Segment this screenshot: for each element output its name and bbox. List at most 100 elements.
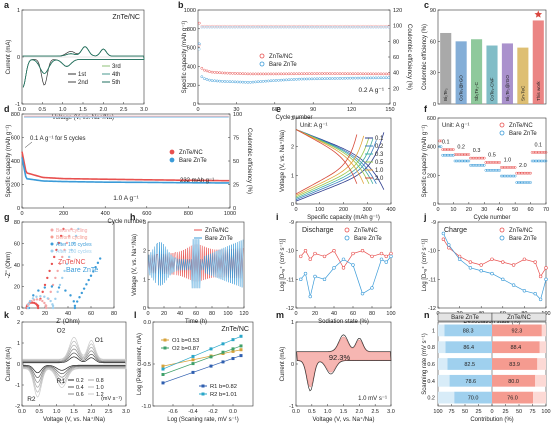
x-tick-label: 1.0 [324,409,332,415]
ce-point [277,25,280,29]
voltage-trace [147,239,244,289]
capacity-point [274,72,278,76]
ce-point [228,24,232,28]
capacity-point [323,77,327,80]
y-axis-label: Log (Peak current, mA) [137,333,143,395]
rate-point [524,171,528,175]
y-tick-label: 1 [17,341,20,347]
ce-point [315,25,319,29]
x-tick-label: 40 [65,311,71,317]
diffusion-point [522,257,527,261]
ce-point [197,47,201,51]
diffusion-point [303,248,308,253]
capacity-point [290,78,293,81]
capacity-point [382,72,385,76]
capacity-point [246,80,250,84]
rate-label: 2.0 [519,163,527,169]
capacitive-bar [492,358,538,370]
x-tick-label: -0.4 [188,409,197,415]
capacity-point [297,77,301,81]
bar-value: 88.4 [511,345,522,351]
x-tick-label: 0.5 [39,107,47,113]
rate-point [510,166,514,169]
ce-point [348,24,352,28]
capacity-point [290,72,293,76]
charge-curve [295,137,370,198]
bar [471,39,483,104]
capacity-point [348,72,352,76]
panel-e: e 0 100 200 300 400 0 1 2 3 Specific capacity (mAh… [276,104,396,221]
bar-value: 92.3 [512,328,523,334]
capacity-point [269,72,273,76]
bar-value: 78.6 [465,379,476,385]
capacity-point [254,72,257,76]
ce-point [320,24,324,28]
legend-label: ZnTe/NC [269,54,293,60]
x-tick-label: 0 [196,107,199,113]
capacity-point [377,72,380,76]
legend-label: ZnTe/NC [354,228,378,234]
data-point [231,347,235,351]
x-tick-label: 3.0 [387,409,395,415]
y-axis-label: Specific capacity (mAh g⁻¹) [182,21,188,94]
ce-point [346,24,350,28]
diffusion-point [522,289,527,293]
capacity-point [205,78,209,81]
capacity-point [354,76,357,80]
diffusion-bar [541,324,546,337]
legend-label: 0.2 [76,378,84,384]
capacity-point [259,80,263,83]
capacity-point [302,77,306,81]
legend-swatch [201,392,205,396]
eis-point [48,269,51,273]
rate-point [452,148,455,151]
ce-point [215,24,219,28]
ce-point [366,25,370,29]
data-point [221,342,225,346]
capacity-point [310,77,314,81]
bar-value: 86.4 [463,345,474,351]
capacity-point [343,76,347,80]
capacity-point [228,71,232,75]
x-axis-label: Cycle number [473,215,510,221]
legend-label: 0.3 [375,152,384,158]
capacity-point [213,79,216,83]
legend-swatch [499,235,505,241]
y-tick-label: -0.5 [142,362,151,368]
data-point [209,364,213,368]
y-tick-label: -11 [286,277,294,283]
ce-point [323,25,327,29]
rate-label: 0.2 [457,145,465,151]
y2-tick-label: 80 [393,39,399,45]
capacity-point [236,72,240,75]
rate-point [533,159,537,163]
category-label: 0.6 [427,362,435,368]
x-tick-label: 2.0 [88,409,96,415]
x-tick-label: 100 [541,409,550,415]
rate-point [526,171,529,175]
diffusion-point [457,257,462,261]
ce-point [274,25,278,29]
x-tick-label: 1000 [224,211,236,217]
plot-frame [437,117,547,205]
legend-swatch [259,53,265,59]
contribution-label: 92.3% [329,353,351,362]
rate-point [529,171,532,175]
diffusion-point [544,266,548,270]
peak-label: O1 [95,337,104,344]
y-tick-label: 800 [187,27,196,33]
panel-n: n 100 75 50 25 0 25 50 75 100 Contribution (%) Scan… [422,310,551,423]
ce-point [267,25,270,29]
rate-point [462,159,466,163]
ce-point [366,24,370,28]
charge-curve [295,134,358,195]
y-tick-label: 200 [427,173,436,179]
capacitive-bar [445,341,492,354]
ce-point [361,24,365,28]
annotation-arrow [24,141,33,148]
ce-point [292,24,296,28]
capacitive-bar [492,374,536,387]
